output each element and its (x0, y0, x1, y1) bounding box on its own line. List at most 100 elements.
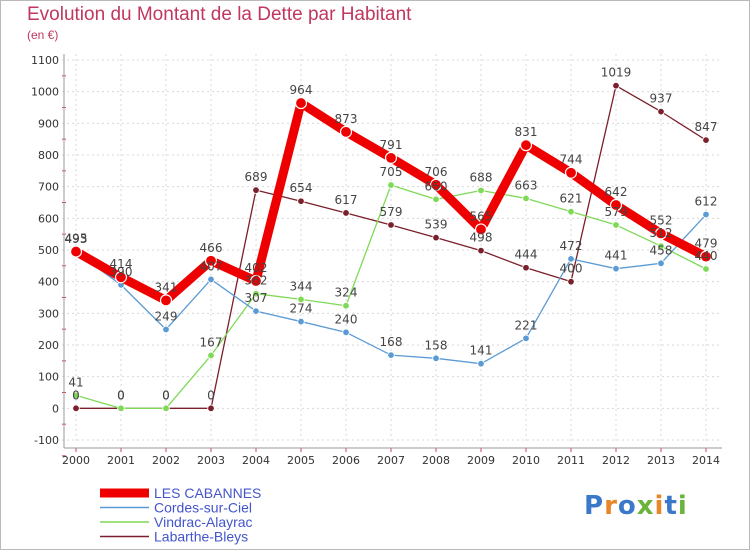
data-point (339, 125, 353, 138)
data-label: 937 (650, 92, 673, 106)
data-point (342, 209, 350, 217)
legend-label: Vindrac-Alayrac (154, 514, 253, 530)
x-tick-label: 2009 (467, 454, 495, 467)
data-point (432, 195, 440, 204)
data-point (702, 210, 710, 219)
y-tick-label: 700 (38, 181, 59, 194)
data-point (522, 264, 530, 272)
data-point (477, 359, 485, 368)
data-label: 0 (72, 388, 80, 402)
data-point (432, 354, 440, 362)
data-point (654, 227, 668, 240)
data-label: 495 (65, 232, 88, 246)
x-tick-label: 2001 (107, 454, 135, 467)
data-label: 221 (515, 318, 538, 332)
data-point (387, 351, 395, 359)
data-point (387, 221, 395, 229)
data-point (564, 166, 578, 179)
series (69, 81, 713, 413)
data-label: 466 (200, 241, 223, 255)
data-label: 498 (470, 231, 493, 245)
data-point (204, 254, 218, 267)
data-label: 0 (117, 388, 125, 402)
data-point (72, 404, 80, 413)
legend-label: LES CABANNES (154, 485, 261, 501)
data-point (567, 255, 575, 263)
legend-item: Labarthe-Bleys (100, 529, 248, 545)
data-point (702, 136, 710, 144)
data-label: 565 (470, 209, 493, 223)
legend-item: Cordes-sur-Ciel (100, 500, 252, 516)
data-label: 400 (560, 262, 583, 276)
data-point (699, 250, 713, 263)
data-label: 274 (290, 302, 313, 316)
data-label: 158 (425, 338, 448, 352)
data-point (522, 194, 530, 203)
x-tick-label: 2005 (287, 454, 315, 467)
data-point (522, 334, 530, 343)
x-tick-label: 2002 (152, 454, 180, 467)
x-tick-label: 2012 (602, 454, 630, 467)
data-point (609, 198, 623, 212)
data-label: 472 (560, 239, 583, 253)
data-point (612, 81, 620, 90)
data-label: 390 (110, 265, 133, 279)
data-label: 642 (605, 185, 628, 199)
x-tick-label: 2006 (332, 454, 360, 467)
data-label: 1019 (601, 66, 632, 80)
logo-letter: r (604, 491, 618, 521)
logo-letter: x (636, 491, 655, 521)
data-label: 579 (380, 205, 403, 219)
data-label: 791 (380, 138, 403, 152)
logo-letter: t (664, 491, 678, 521)
data-point (69, 245, 83, 258)
data-label: 552 (650, 214, 673, 228)
legend: LES CABANNESCordes-sur-CielVindrac-Alayr… (100, 485, 261, 545)
y-tick-label: -100 (34, 434, 59, 447)
data-label: 831 (515, 125, 538, 139)
data-point (474, 223, 488, 236)
x-tick-label: 2014 (692, 454, 720, 467)
x-tick-label: 2000 (62, 454, 90, 467)
data-point (72, 391, 80, 400)
data-label: 621 (560, 192, 583, 206)
y-tick-label: 100 (38, 371, 59, 384)
data-label: 167 (200, 335, 223, 349)
legend-label: Labarthe-Bleys (154, 529, 248, 545)
data-point (342, 302, 350, 310)
data-point (567, 207, 575, 216)
data-label: 706 (425, 165, 448, 179)
data-point (612, 264, 620, 273)
legend-label: Cordes-sur-Ciel (154, 500, 252, 516)
y-tick-label: 900 (38, 117, 59, 130)
data-label: 341 (155, 280, 178, 294)
data-label: 407 (200, 259, 223, 273)
data-point (702, 265, 710, 273)
legend-item: LES CABANNES (100, 485, 261, 501)
data-point (114, 271, 128, 284)
data-point (297, 197, 305, 205)
logo-letter: o (617, 491, 637, 521)
data-label: 0 (162, 388, 170, 402)
x-tick-label: 2003 (197, 454, 225, 467)
data-label: 440 (695, 249, 718, 263)
data-label: 249 (155, 309, 178, 323)
data-label: 0 (117, 388, 125, 402)
logo-letter: i (677, 491, 688, 521)
data-label: 0 (162, 388, 170, 402)
axes: -100010020030040050060070080090010001100… (31, 54, 722, 467)
data-label: 539 (425, 218, 448, 232)
data-label: 512 (650, 226, 673, 240)
logo-letter: P (584, 491, 605, 521)
x-tick-label: 2007 (377, 454, 405, 467)
data-label: 240 (335, 312, 358, 326)
x-tick-label: 2011 (557, 454, 585, 467)
data-label: 847 (695, 120, 718, 134)
data-point (297, 295, 305, 304)
data-label: 660 (425, 179, 448, 193)
data-point (162, 404, 170, 413)
data-point (612, 221, 620, 229)
y-tick-label: 1100 (31, 54, 59, 67)
data-label: 612 (695, 195, 718, 209)
